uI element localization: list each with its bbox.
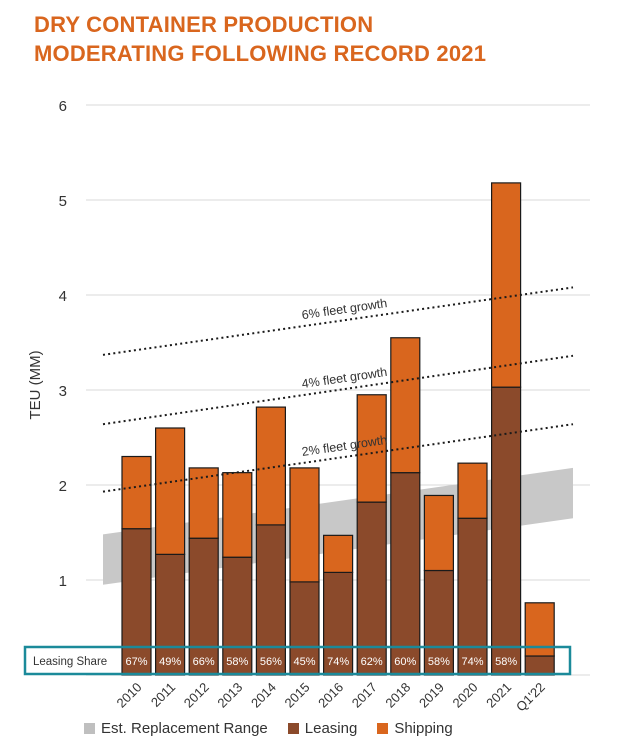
y-tick-label: 6 xyxy=(59,98,67,115)
chart-title: DRY CONTAINER PRODUCTION MODERATING FOLL… xyxy=(34,10,614,68)
bar-leasing xyxy=(323,571,354,676)
bar-shipping xyxy=(390,337,421,474)
x-tick-label: 2013 xyxy=(214,680,245,711)
bar-leasing xyxy=(390,472,421,676)
bar-shipping xyxy=(255,406,286,526)
legend-item-leasing: Leasing xyxy=(287,720,358,737)
leasing-share-value: 74% xyxy=(327,656,349,668)
y-tick-label: 2 xyxy=(59,478,67,495)
x-tick-label: 2018 xyxy=(382,680,413,711)
chart-title-line-2: MODERATING FOLLOWING RECORD 2021 xyxy=(34,41,487,66)
legend: Est. Replacement Range Leasing Shipping xyxy=(84,720,473,737)
leasing-share-value: 45% xyxy=(293,656,315,668)
legend-label-leasing: Leasing xyxy=(304,720,358,737)
x-tick-label: 2012 xyxy=(181,680,212,711)
growth-line xyxy=(102,423,574,493)
bar-leasing xyxy=(524,655,555,676)
leasing-share-value: 66% xyxy=(193,656,215,668)
leasing-share-value: 56% xyxy=(260,656,282,668)
x-tick-label: 2017 xyxy=(349,680,380,711)
bar-shipping xyxy=(188,467,219,539)
bar-leasing xyxy=(121,528,152,676)
bar-leasing xyxy=(423,569,454,676)
legend-item-replacement: Est. Replacement Range xyxy=(84,720,268,737)
leasing-share-value: 67% xyxy=(125,656,147,668)
leasing-share-value: 60% xyxy=(394,656,416,668)
leasing-share-value: 58% xyxy=(428,656,450,668)
bar-shipping xyxy=(356,394,387,503)
growth-line-label: 6% fleet growth xyxy=(301,296,388,322)
replacement-range-band xyxy=(103,467,573,585)
leasing-share-box xyxy=(23,645,572,676)
bar-leasing xyxy=(255,524,286,676)
y-tick-label: 4 xyxy=(59,288,67,305)
legend-label-shipping: Shipping xyxy=(394,720,453,737)
x-tick-label: 2019 xyxy=(416,680,447,711)
bar-shipping xyxy=(423,494,454,572)
leasing-share-value: 58% xyxy=(495,656,517,668)
y-axis-label: TEU (MM) xyxy=(27,350,44,419)
bar-leasing xyxy=(457,517,488,676)
legend-label-replacement: Est. Replacement Range xyxy=(101,720,268,737)
bar-shipping xyxy=(222,472,253,558)
legend-swatch-replacement xyxy=(84,723,95,734)
x-axis-ticks: 2010 2011 2012 2013 2014 2015 2016 2017 2018 2019… xyxy=(114,680,548,715)
x-tick-label: 2014 xyxy=(248,680,279,711)
bar-shipping xyxy=(121,455,152,530)
leasing-share-value: 62% xyxy=(361,656,383,668)
legend-swatch-shipping xyxy=(377,723,389,734)
leasing-share-value: 49% xyxy=(159,656,181,668)
leasing-share-label: Leasing Share xyxy=(33,656,107,668)
replacement-range-area xyxy=(103,467,573,585)
y-axis-ticks: 1 2 3 4 5 6 xyxy=(59,98,67,590)
bar-shipping xyxy=(491,182,522,388)
legend-item-shipping: Shipping xyxy=(377,720,453,737)
bar-leasing xyxy=(491,386,522,676)
x-tick-label: 2010 xyxy=(114,680,145,711)
y-tick-label: 1 xyxy=(59,573,67,590)
growth-line xyxy=(102,286,574,356)
leasing-share-value: 74% xyxy=(461,656,483,668)
x-tick-label: 2015 xyxy=(282,680,313,711)
bar-leasing xyxy=(188,537,219,676)
bar-shipping xyxy=(289,467,320,583)
bar-shipping xyxy=(457,462,488,519)
x-tick-label: 2011 xyxy=(148,680,178,710)
y-tick-label: 5 xyxy=(59,193,67,210)
leasing-share-value: 58% xyxy=(226,656,248,668)
bars xyxy=(121,182,555,676)
x-tick-label: Q1'22 xyxy=(513,680,548,715)
bar-leasing xyxy=(222,556,253,676)
growth-line xyxy=(102,354,574,426)
legend-swatch-leasing xyxy=(287,723,299,734)
chart-title-line-1: DRY CONTAINER PRODUCTION xyxy=(34,12,374,37)
x-tick-label: 2020 xyxy=(450,680,481,711)
leasing-share-row: Leasing Share 67% 49% 66% 58% 56% 45% 74% 62% 60%… xyxy=(23,645,572,676)
bar-shipping xyxy=(323,534,354,573)
y-tick-label: 3 xyxy=(59,383,67,400)
x-tick-label: 2016 xyxy=(315,680,346,711)
bar-leasing xyxy=(356,501,387,676)
x-tick-label: 2021 xyxy=(483,680,514,711)
bar-leasing xyxy=(289,581,320,676)
bar-shipping xyxy=(155,427,186,555)
growth-line-label: 4% fleet growth xyxy=(301,365,388,391)
